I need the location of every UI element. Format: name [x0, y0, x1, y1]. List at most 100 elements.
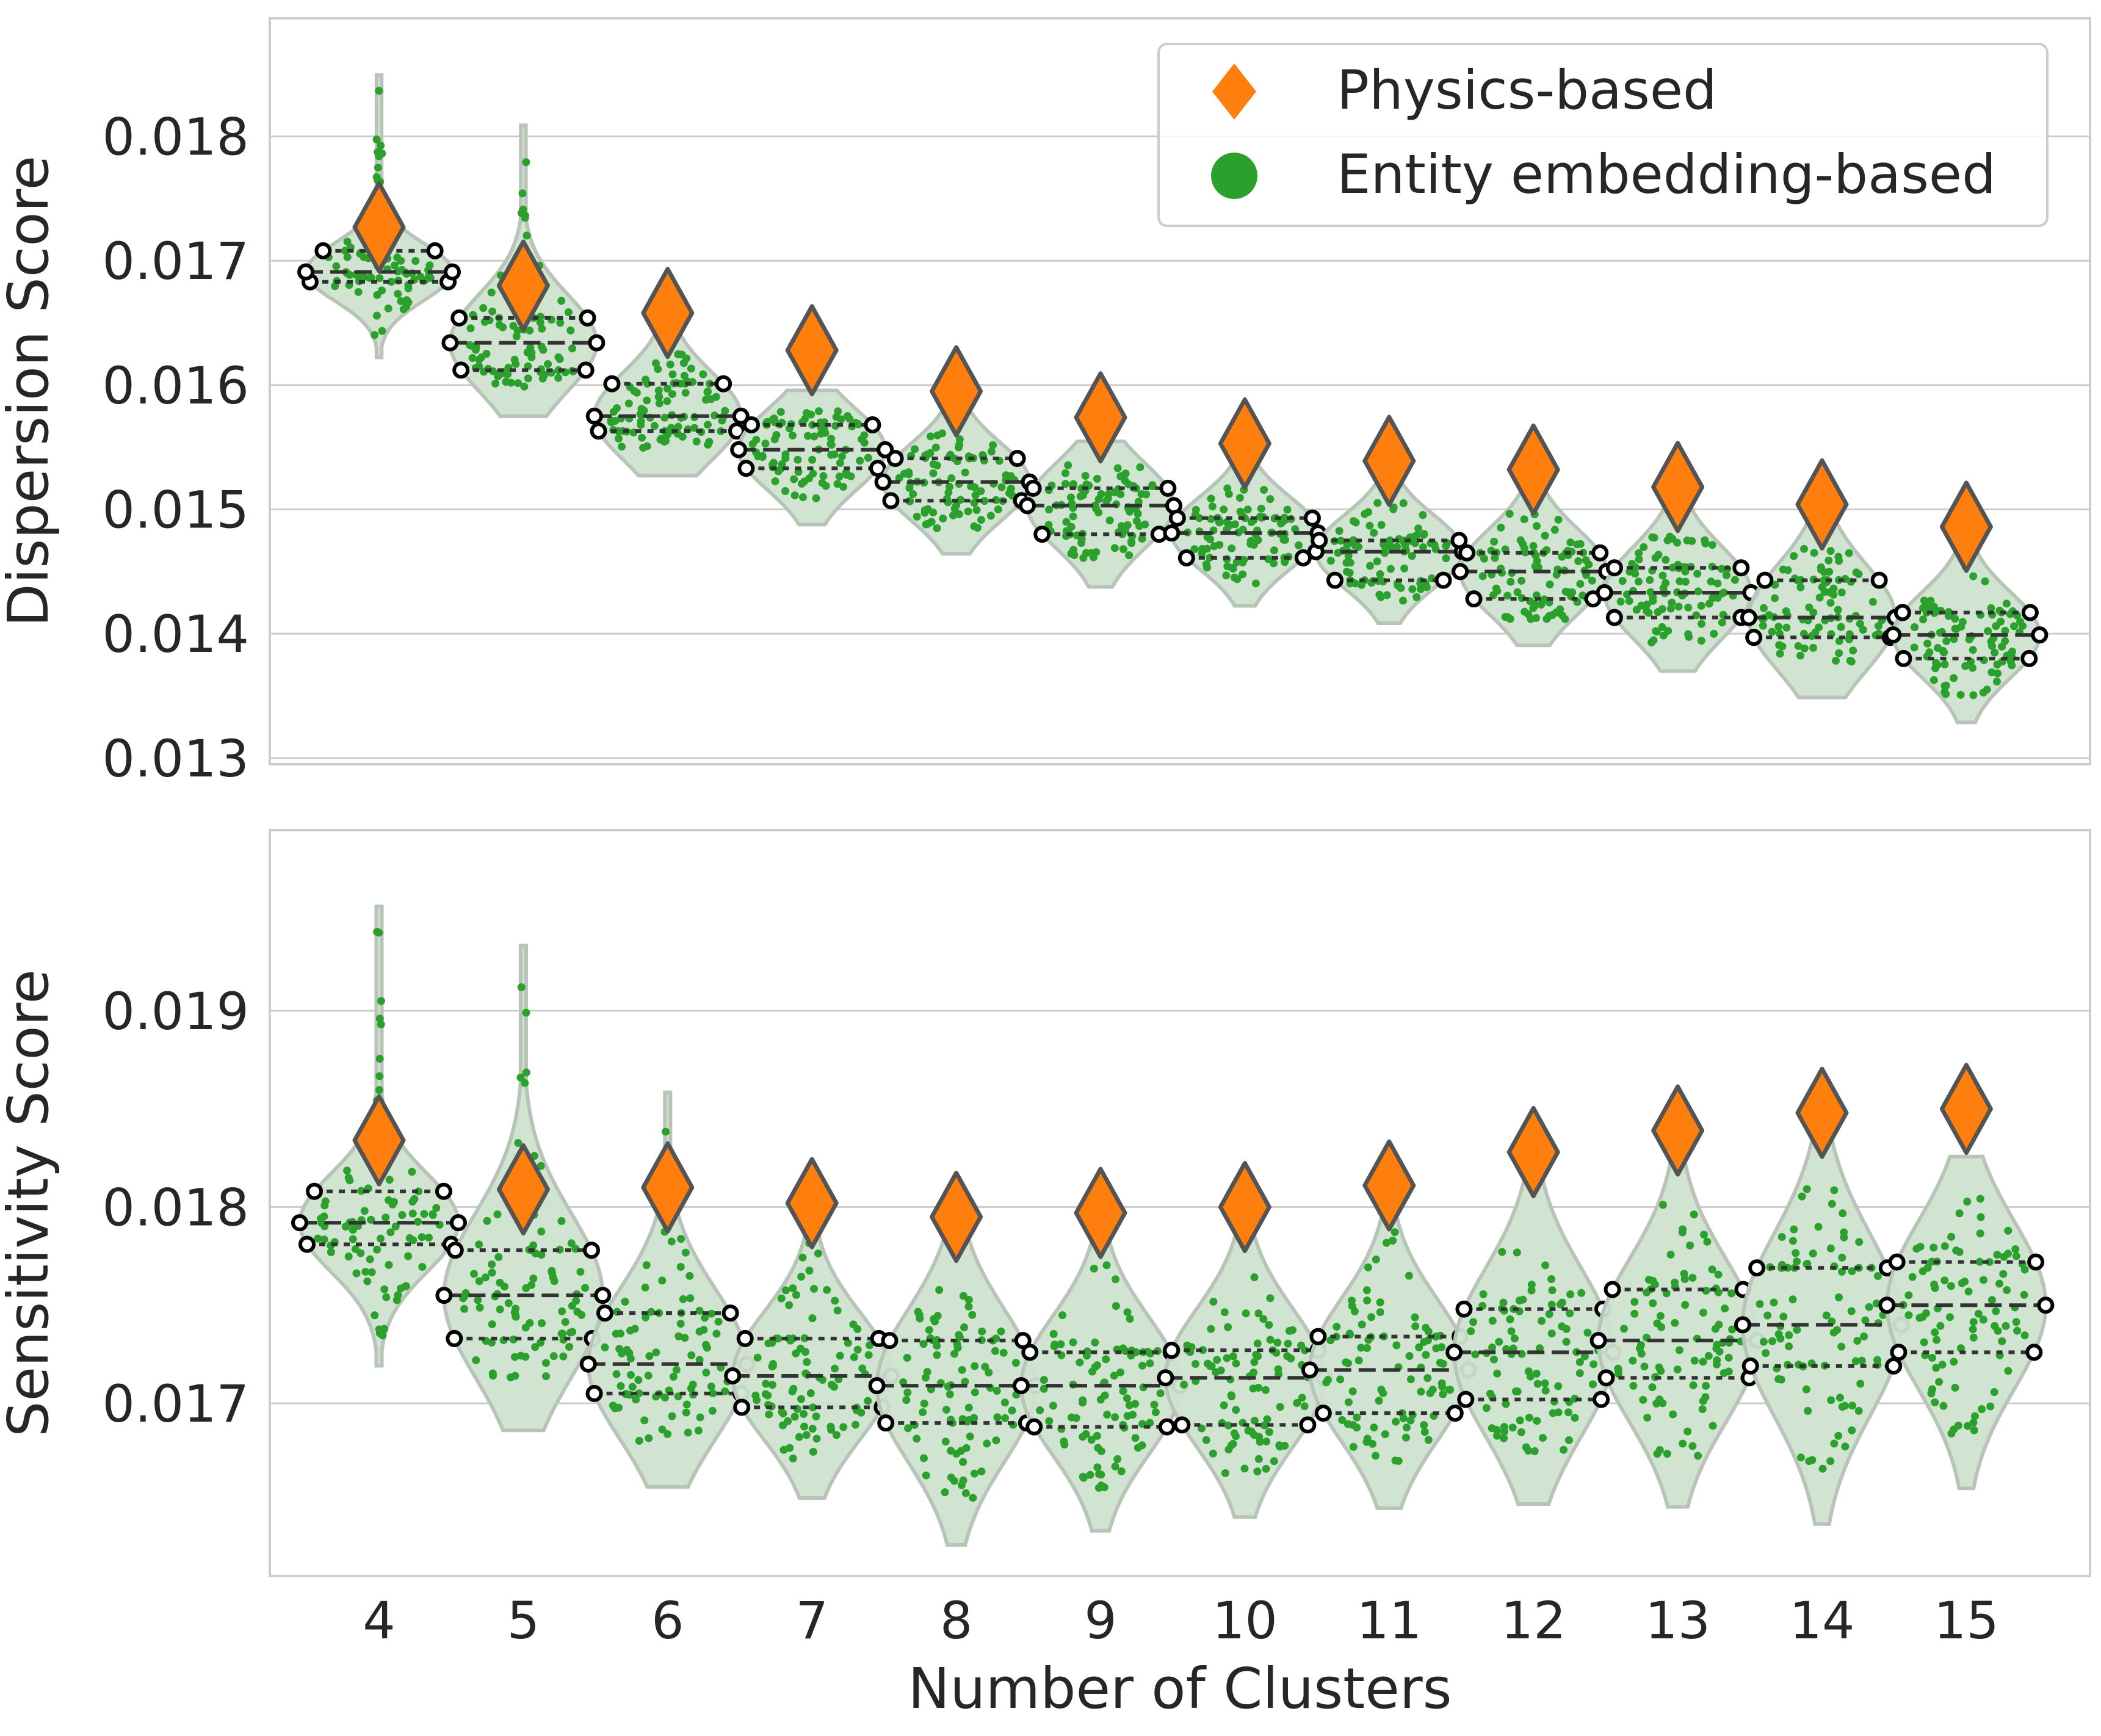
dispersion-embedding-point [564, 308, 573, 316]
sensitivity-embedding-point [1932, 1364, 1940, 1372]
dispersion-quartile-marker [728, 422, 746, 440]
dispersion-embedding-point [931, 443, 940, 452]
sensitivity-embedding-point [1507, 1327, 1516, 1336]
sensitivity-quartile-marker [579, 1355, 597, 1373]
sensitivity-embedding-point [1146, 1359, 1154, 1368]
sensitivity-embedding-point [1424, 1436, 1433, 1444]
sensitivity-embedding-point [1156, 1389, 1165, 1398]
dispersion-embedding-point [332, 262, 341, 270]
sensitivity-embedding-point [475, 1277, 483, 1286]
sensitivity-embedding-point [385, 1176, 394, 1184]
dispersion-embedding-point [394, 289, 402, 298]
sensitivity-embedding-point [1439, 1390, 1447, 1398]
sensitivity-embedding-point [1499, 1298, 1508, 1307]
dispersion-embedding-point [1707, 577, 1715, 586]
dispersion-embedding-point [1235, 494, 1244, 502]
sensitivity-embedding-point [695, 1306, 704, 1315]
sensitivity-embedding-point [1532, 1369, 1541, 1378]
sensitivity-embedding-point [1701, 1393, 1710, 1401]
sensitivity-embedding-point [797, 1395, 805, 1403]
dispersion-embedding-point [1684, 603, 1693, 612]
dispersion-physics-diamond [496, 239, 550, 332]
dispersion-embedding-point [1224, 490, 1233, 498]
dispersion-embedding-point [1674, 602, 1683, 611]
dispersion-quartile-marker [1177, 549, 1195, 566]
sensitivity-embedding-point [1350, 1307, 1359, 1315]
sensitivity-embedding-point [664, 1430, 672, 1438]
dispersion-embedding-point [681, 388, 690, 397]
dispersion-embedding-point [1625, 568, 1634, 576]
sensitivity-embedding-point [1728, 1325, 1737, 1334]
dispersion-embedding-point [1442, 541, 1450, 550]
sensitivity-embedding-point [978, 1327, 986, 1336]
sensitivity-embedding-point [1517, 1428, 1525, 1436]
dispersion-embedding-point [468, 342, 477, 350]
dispersion-quartile-marker [426, 242, 444, 259]
sensitivity-embedding-point [836, 1351, 844, 1360]
sensitivity-embedding-point [1227, 1441, 1235, 1450]
sensitivity-embedding-point [1111, 1275, 1119, 1284]
dispersion-embedding-point [512, 360, 520, 368]
dispersion-embedding-point [566, 326, 575, 335]
sensitivity-embedding-point [581, 1284, 590, 1292]
sensitivity-embedding-point [1428, 1386, 1437, 1394]
sensitivity-embedding-point [1652, 1399, 1661, 1408]
dispersion-embedding-point [1710, 629, 1718, 638]
sensitivity-embedding-point [961, 1489, 970, 1497]
dispersion-embedding-point [1105, 516, 1114, 525]
sensitivity-embedding-point [517, 983, 526, 991]
sensitivity-embedding-point [632, 1395, 640, 1404]
sensitivity-embedding-point [983, 1439, 991, 1448]
dispersion-physics-diamond [1362, 414, 1416, 507]
dispersion-embedding-point [1550, 526, 1559, 534]
sensitivity-embedding-point [488, 1268, 496, 1277]
sensitivity-embedding-point [1702, 1287, 1710, 1295]
dispersion-embedding-point [1588, 576, 1596, 585]
sensitivity-y-axis-label: Sensitivity Score [0, 969, 61, 1437]
dispersion-embedding-point [1925, 648, 1934, 657]
sensitivity-embedding-point [957, 1481, 966, 1489]
sensitivity-quartile-marker [1748, 1259, 1766, 1277]
dispersion-embedding-point [1635, 549, 1643, 557]
dispersion-embedding-point [1132, 517, 1141, 526]
sensitivity-embedding-point [420, 1210, 429, 1218]
dispersion-embedding-point [1007, 485, 1015, 493]
sensitivity-embedding-point [356, 1249, 365, 1257]
dispersion-embedding-point [1501, 613, 1510, 621]
dispersion-embedding-point [1807, 632, 1816, 640]
dispersion-embedding-point [927, 432, 935, 441]
sensitivity-embedding-point [1839, 1209, 1847, 1218]
dispersion-embedding-point [1681, 567, 1690, 576]
sensitivity-physics-diamond [1651, 1084, 1705, 1177]
dispersion-embedding-point [678, 432, 687, 441]
dispersion-embedding-point [1694, 587, 1702, 596]
dispersion-embedding-point [933, 461, 941, 470]
sensitivity-embedding-point [526, 1318, 534, 1327]
dispersion-y-tick-label: 0.014 [103, 604, 249, 664]
dispersion-embedding-point [638, 433, 646, 442]
sensitivity-embedding-point [521, 1079, 529, 1087]
sensitivity-embedding-point [1873, 1356, 1882, 1364]
dispersion-embedding-point [614, 434, 623, 443]
dispersion-embedding-point [639, 443, 648, 452]
dispersion-embedding-point [468, 353, 477, 362]
x-axis-label: Number of Clusters [908, 1656, 1452, 1721]
sensitivity-embedding-point [1079, 1398, 1087, 1407]
sensitivity-quartile-marker [585, 1384, 603, 1402]
sensitivity-embedding-point [1562, 1325, 1571, 1333]
sensitivity-embedding-point [404, 1252, 413, 1260]
sensitivity-embedding-point [1923, 1264, 1932, 1272]
sensitivity-embedding-point [1855, 1238, 1864, 1246]
dispersion-quartile-marker [1756, 571, 1774, 589]
sensitivity-embedding-point [1548, 1286, 1557, 1295]
sensitivity-embedding-point [1259, 1315, 1268, 1323]
sensitivity-embedding-point [1102, 1355, 1110, 1364]
dispersion-embedding-point [1768, 627, 1776, 636]
dispersion-embedding-point [837, 415, 845, 424]
sensitivity-embedding-point [1838, 1253, 1846, 1262]
sensitivity-embedding-point [1424, 1327, 1433, 1336]
dispersion-embedding-point [411, 257, 420, 266]
sensitivity-embedding-point [922, 1373, 930, 1382]
sensitivity-embedding-point [1699, 1308, 1707, 1317]
dispersion-embedding-point [1066, 493, 1075, 502]
